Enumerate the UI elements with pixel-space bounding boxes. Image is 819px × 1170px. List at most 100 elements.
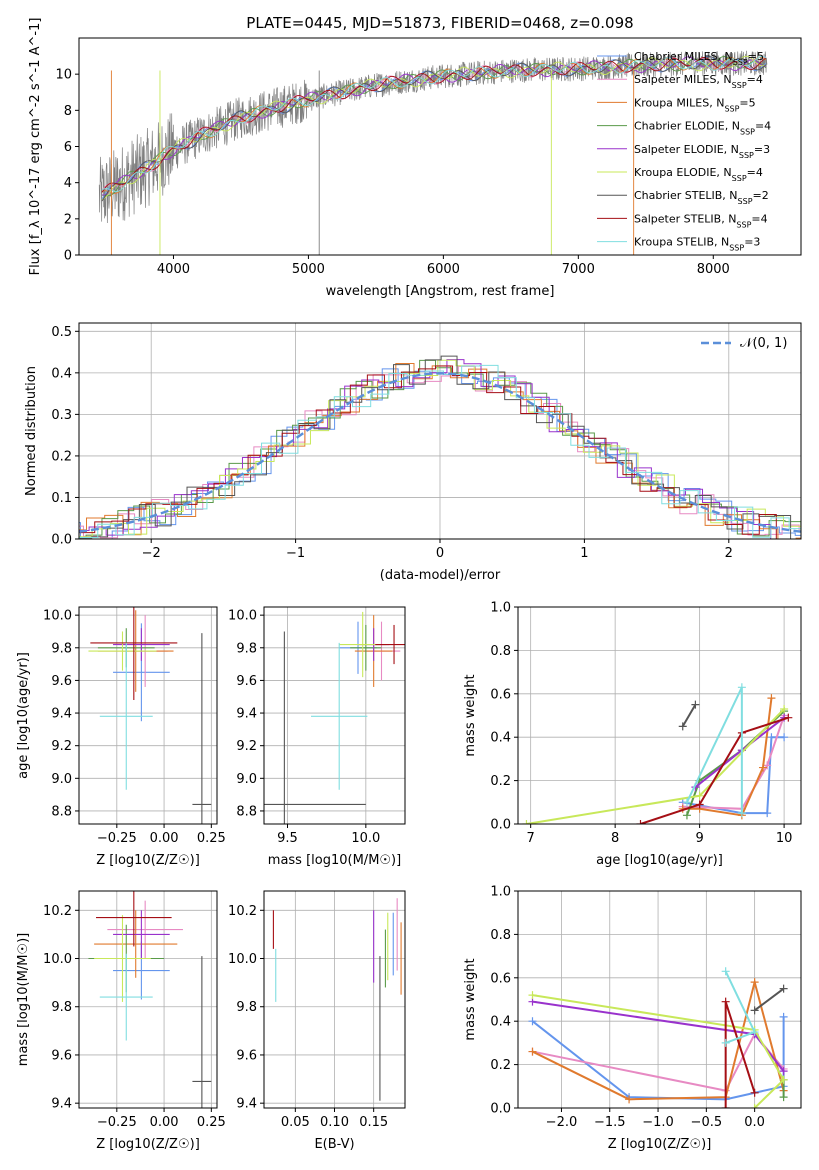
series-marker-chabrier_miles <box>767 733 776 742</box>
series-marker-chabrier_miles <box>763 809 772 818</box>
x-tick-label: 0.10 <box>320 1115 349 1130</box>
y-tick-label: 10.0 <box>43 952 72 967</box>
series-line-salpeter_stelib <box>724 1001 756 1108</box>
series-line-salpeter_stelib <box>640 716 789 824</box>
x-axis-label: E(B-V) <box>314 1137 354 1152</box>
y-tick-label: 0.8 <box>490 928 511 943</box>
series-marker-kroupa_miles <box>528 1047 537 1056</box>
series-marker-kroupa_elodie <box>528 991 537 1000</box>
series-marker-chabrier_elodie <box>779 1093 788 1102</box>
x-tick-label: −1 <box>286 546 305 561</box>
model-spectrum-salpeter_stelib <box>101 57 767 193</box>
y-tick-label: 9.6 <box>51 1048 72 1063</box>
series-marker-chabrier_miles <box>780 733 789 742</box>
y-tick-label: 10 <box>55 68 72 83</box>
y-tick-label: 9.2 <box>236 739 257 754</box>
series-marker-kroupa_elodie <box>695 791 704 800</box>
y-tick-label: 0.8 <box>490 644 511 659</box>
x-tick-label: 0.25 <box>197 831 226 846</box>
histogram-kroupa_stelib <box>79 364 801 539</box>
axes-frame <box>517 606 802 825</box>
legend-label-kroupa_miles: Kroupa MILES, NSSP=5 <box>634 96 756 113</box>
x-tick-label: 0.25 <box>197 1115 226 1130</box>
y-tick-label: 0.6 <box>490 687 511 702</box>
plot-area <box>98 50 768 255</box>
y-tick-label: 9.6 <box>236 674 257 689</box>
x-tick-label: 4000 <box>157 262 190 277</box>
y-axis-label: mass [log10(M/M☉)] <box>16 933 31 1066</box>
x-tick-label: 0.05 <box>281 1115 310 1130</box>
x-tick-label: −0.25 <box>97 1115 137 1130</box>
legend-label-chabrier_elodie: Chabrier ELODIE, NSSP=4 <box>634 120 771 137</box>
observed-spectrum <box>98 50 768 223</box>
series-marker-kroupa_miles <box>758 763 767 772</box>
x-tick-label: 6000 <box>427 262 460 277</box>
series-marker-kroupa_elodie <box>522 820 531 824</box>
y-tick-label: 10.2 <box>43 904 72 919</box>
plot-area <box>272 898 402 1101</box>
plot-area <box>522 683 793 824</box>
x-tick-label: 10 <box>776 831 793 846</box>
y-tick-label: 9.8 <box>236 641 257 656</box>
panel-age_vs_mass: 9.5 10.0 8.8 9.0 9.2 9.4 9.6 9.8 10.0 mass [log10… <box>228 606 406 868</box>
axes-frame <box>78 890 218 1109</box>
plot-area <box>264 611 405 824</box>
series-marker-salpeter_stelib <box>636 820 645 824</box>
legend-label-salpeter_stelib: Salpeter STELIB, NSSP=4 <box>634 212 768 229</box>
y-tick-label: 9.8 <box>236 1000 257 1015</box>
series-marker-chabrier_elodie <box>682 811 691 820</box>
series-marker-kroupa_stelib <box>737 683 746 692</box>
y-tick-label: 9.4 <box>51 707 72 722</box>
x-tick-label: 1 <box>580 546 588 561</box>
series-marker-kroupa_elodie <box>750 1104 759 1108</box>
y-tick-label: 2 <box>64 212 72 227</box>
series-marker-chabrier_miles <box>528 1017 537 1026</box>
series-marker-chabrier_stelib <box>779 984 788 993</box>
y-tick-label: 10.2 <box>228 904 257 919</box>
x-tick-label: −1.0 <box>642 1115 674 1130</box>
legend-label-kroupa_elodie: Kroupa ELODIE, NSSP=4 <box>634 166 763 183</box>
y-tick-label: 0.6 <box>490 971 511 986</box>
x-tick-label: −0.25 <box>97 831 137 846</box>
series-marker-kroupa_stelib <box>721 1038 730 1047</box>
x-tick-label: 0.0 <box>744 1115 765 1130</box>
y-tick-label: 10.0 <box>228 952 257 967</box>
y-tick-label: 0.1 <box>51 491 72 506</box>
axes-frame <box>263 606 406 825</box>
y-tick-label: 0.0 <box>490 1102 511 1117</box>
y-tick-label: 9.4 <box>236 1097 257 1112</box>
legend: Chabrier MILES, NSSP=5 Salpeter MILES, NS… <box>597 50 771 252</box>
series-marker-salpeter_stelib <box>721 997 730 1006</box>
series-line-chabrier_stelib <box>754 987 785 1012</box>
y-axis-label: mass weight <box>463 674 478 756</box>
x-axis-label: Z [log10(Z/Z☉)] <box>96 1137 200 1152</box>
x-tick-label: 9 <box>695 831 703 846</box>
x-axis-label: wavelength [Angstrom, rest frame] <box>326 284 555 299</box>
plot-area <box>79 355 801 539</box>
y-tick-label: 8 <box>64 104 72 119</box>
series-line-chabrier_stelib <box>681 704 697 727</box>
axes-frame <box>517 890 802 1109</box>
y-tick-label: 9.8 <box>51 1000 72 1015</box>
series-marker-kroupa_elodie <box>780 704 789 713</box>
x-tick-label: 5000 <box>292 262 325 277</box>
legend-label-chabrier_stelib: Chabrier STELIB, NSSP=2 <box>634 189 769 206</box>
axes-frame <box>263 890 406 1109</box>
x-tick-label: 9.5 <box>277 831 298 846</box>
histogram-chabrier_stelib <box>79 355 801 539</box>
x-tick-label: −2 <box>142 546 161 561</box>
y-tick-label: 9.4 <box>51 1097 72 1112</box>
y-tick-label: 8.8 <box>236 804 257 819</box>
y-tick-label: 8.8 <box>51 804 72 819</box>
panel-age_vs_Z: −0.25 0.00 0.25 8.8 9.0 9.2 9.4 9.6 9.8 10.0 Z [lo… <box>16 606 226 868</box>
y-tick-label: 1.0 <box>490 601 511 616</box>
x-tick-label: −0.5 <box>691 1115 723 1130</box>
y-tick-label: 4 <box>64 176 72 191</box>
series-marker-chabrier_stelib <box>678 722 687 731</box>
x-axis-label: age [log10(age/yr)] <box>596 853 723 868</box>
plot-area <box>88 891 212 1108</box>
y-axis-label: mass weight <box>463 958 478 1040</box>
y-tick-label: 9.6 <box>51 674 72 689</box>
series-marker-kroupa_elodie <box>779 1075 788 1084</box>
